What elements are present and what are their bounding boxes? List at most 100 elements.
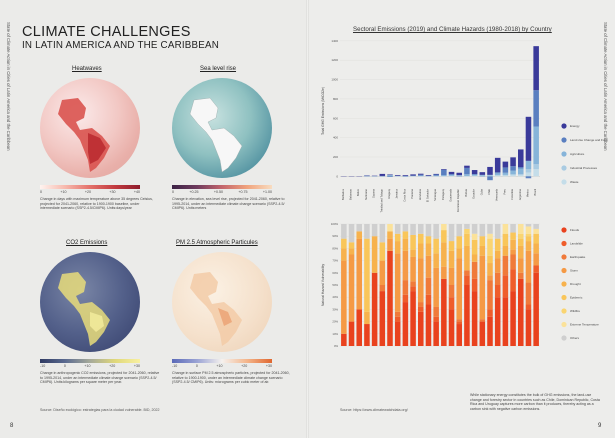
pm25-globe: [172, 252, 272, 352]
hazard-bar-segment: [533, 233, 539, 244]
hazard-bar-segment: [433, 316, 439, 322]
emission-bar-segment: [379, 173, 386, 176]
tick: 0: [195, 364, 198, 368]
hazard-bar-segment: [394, 321, 401, 346]
emission-bar-segment: [464, 174, 470, 176]
hazard-bar-segment: [410, 234, 416, 250]
tick: +40: [133, 190, 140, 194]
country-label: Dominican Republic: [456, 188, 460, 212]
hazard-bar-segment: [533, 253, 539, 266]
legend-label: Others: [570, 336, 580, 340]
emission-bar-segment: [525, 160, 532, 170]
hazard-bar-segment: [471, 261, 478, 279]
emission-bar-segment: [433, 174, 439, 176]
country-label: Ecuador: [472, 189, 476, 199]
legend-swatch: [561, 267, 567, 274]
y-tick-label: 40%: [332, 295, 338, 299]
hazard-bar-segment: [448, 297, 455, 310]
bottom-y-axis-label: Natural Hazard Vulnerability: [321, 264, 325, 306]
hazard-bar-segment: [402, 302, 409, 346]
hazard-bar-segment: [502, 233, 509, 246]
emission-bar-segment: [510, 174, 516, 177]
pm25-landmass: [190, 272, 242, 346]
y-tick-label: 20%: [332, 320, 338, 324]
hazard-bar-segment: [425, 304, 432, 346]
emission-bar-segment: [387, 174, 393, 176]
hazard-bar-segment: [487, 280, 493, 310]
hazard-bar-segment: [487, 275, 493, 281]
hazard-bar-segment: [441, 278, 447, 346]
hazard-bar-segment: [418, 224, 424, 234]
hazard-bar-segment: [533, 228, 539, 234]
hazard-bar-segment: [402, 238, 409, 251]
country-label: Jamaica: [395, 188, 399, 198]
legend-label: Land-Use Change and Forestry: [570, 138, 608, 142]
emission-bar-segment: [433, 175, 439, 177]
emissions-hazards-chart: 0 200 400 600 800 1000 1200 1400 Total GHG Emiss…: [321, 39, 608, 348]
hazard-bar-segment: [471, 291, 478, 346]
hazard-bar-segment: [379, 285, 386, 292]
hazard-bar-segment: [525, 250, 532, 283]
hazard-bar-segment: [379, 260, 386, 285]
left-page: [0, 0, 307, 438]
hazard-bar-segment: [418, 233, 424, 244]
hazard-bar-segment: [448, 241, 455, 251]
hazard-bar-segment: [394, 316, 401, 322]
emission-bar-segment: [433, 173, 439, 175]
tick: +30: [265, 364, 272, 368]
chart-note: While stationary energy constitutes the …: [470, 393, 600, 411]
pm25-caption: Change in surface PM 2.5 atmospheric par…: [172, 371, 290, 385]
hazard-bar-segment: [533, 224, 539, 229]
hazard-bar-segment: [356, 238, 362, 310]
hazard-bar-segment: [348, 242, 355, 249]
emission-bar-segment: [533, 164, 539, 170]
legend-swatch: [561, 227, 567, 233]
left-source: Source: Diseño ecológico: estrategias pa…: [40, 408, 160, 412]
hazard-bar-segment: [410, 281, 416, 287]
hazard-bar-segment: [456, 224, 462, 237]
y-tick-label: 400: [333, 136, 338, 140]
hazard-bar-segment: [387, 250, 393, 346]
pm25-ticks: -10 0 +10 +20 +30: [172, 364, 272, 368]
heatwaves-landmass: [58, 98, 110, 172]
hazard-bar-segment: [494, 258, 501, 273]
country-label: Barbados: [341, 188, 345, 200]
hazard-bar-segment: [433, 253, 439, 268]
sea-level-caption: Change in elevation, sea level rise, pro…: [172, 197, 285, 211]
hazard-bar-segment: [387, 238, 393, 251]
emission-bar-segment: [387, 176, 393, 177]
emission-bar-segment: [533, 169, 539, 177]
hazard-bar-segment: [418, 311, 424, 346]
hazard-bar-segment: [348, 224, 355, 243]
heatwaves-caption: Change in days with maximum temperature …: [40, 197, 153, 211]
hazard-bar-segment: [494, 297, 501, 346]
hazard-bar-segment: [502, 224, 509, 234]
country-label: Bolivia: [464, 188, 468, 196]
hazard-bar-segment: [487, 255, 493, 264]
tick: +30: [109, 190, 116, 194]
hazard-bar-segment: [433, 238, 439, 254]
pm25-scale: [172, 359, 272, 363]
hazard-bar-segment: [418, 302, 424, 307]
hazard-bar-segment: [410, 249, 416, 257]
emission-bar-segment: [533, 126, 539, 165]
hazard-bar-segment: [448, 309, 455, 346]
legend-swatch: [561, 335, 567, 341]
hazard-bar-segment: [425, 243, 432, 256]
emission-bar-segment: [525, 116, 532, 161]
legend-swatch: [561, 308, 567, 314]
hazard-bar-segment: [394, 311, 401, 317]
tick: +20: [109, 364, 116, 368]
legend-label: Storm: [570, 269, 579, 273]
y-tick-label: 10%: [332, 332, 338, 336]
legend-label: Landslide: [570, 242, 583, 246]
hazard-bar-segment: [471, 239, 478, 255]
hazard-bar-segment: [518, 278, 524, 346]
hazard-bar-segment: [479, 236, 486, 246]
emission-bar-segment: [533, 90, 539, 127]
hazard-bar-segment: [364, 224, 370, 239]
hazard-bar-segment: [456, 319, 462, 322]
emission-bar-segment: [525, 169, 532, 173]
sea-level-ticks: 0 +0.25 +0.50 +0.75 +1.00: [172, 190, 272, 194]
emission-bar-segment: [518, 168, 524, 175]
